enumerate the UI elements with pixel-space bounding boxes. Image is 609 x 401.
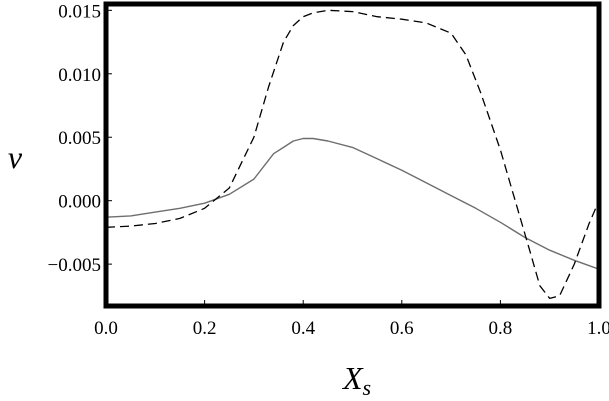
x-tick-label: 0.0 (94, 318, 118, 339)
series-line-solid (105, 137, 600, 270)
x-tick-label: 0.4 (291, 318, 315, 339)
x-tick-label: 0.2 (193, 318, 217, 339)
series-layer (105, 9, 600, 300)
y-axis-ticks: −0.005 0.000 0.005 0.010 0.015 (48, 1, 112, 276)
x-tick-label: 0.6 (390, 318, 414, 339)
x-axis-label-main: X (341, 360, 364, 396)
x-axis-label: Xs (341, 360, 371, 400)
plot-frame (103, 1, 602, 309)
y-tick-label: 0.015 (58, 1, 101, 22)
y-tick-label: 0.010 (58, 65, 101, 86)
y-axis-label: v (8, 139, 23, 175)
y-tick-label: 0.000 (58, 192, 101, 213)
y-tick-label: 0.005 (58, 128, 101, 149)
x-axis-ticks: 0.0 0.2 0.4 0.6 0.8 1.0 (94, 300, 609, 339)
y-tick-label: −0.005 (48, 255, 101, 276)
x-tick-label: 1.0 (587, 318, 609, 339)
x-axis-label-subscript: s (362, 375, 371, 400)
x-tick-label: 0.8 (489, 318, 513, 339)
series-line-dashed (105, 9, 600, 300)
